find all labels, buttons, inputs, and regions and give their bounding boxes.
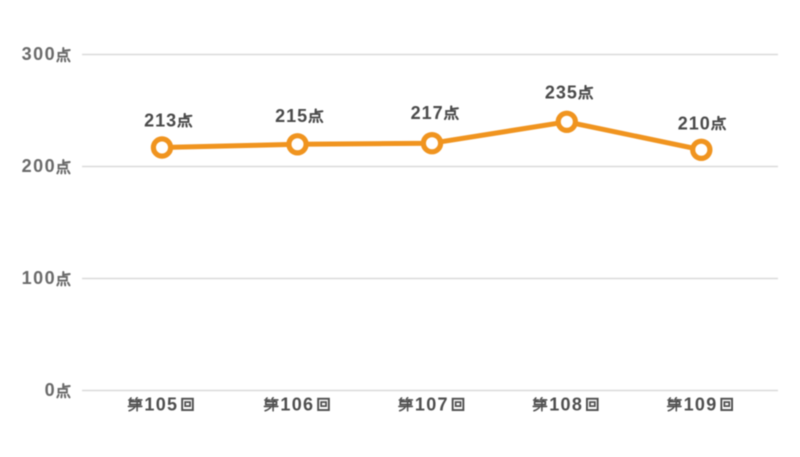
svg-text:235: 235 [545, 83, 578, 103]
svg-text:108: 108 [549, 395, 583, 415]
svg-text:215: 215 [275, 106, 308, 126]
svg-text:100: 100 [22, 268, 57, 288]
svg-text:213: 213 [144, 111, 177, 131]
svg-text:106: 106 [280, 395, 314, 415]
svg-text:109: 109 [684, 395, 718, 415]
svg-text:300: 300 [22, 44, 57, 64]
svg-text:210: 210 [678, 113, 711, 133]
svg-text:0: 0 [45, 380, 57, 400]
svg-text:105: 105 [144, 395, 178, 415]
svg-text:107: 107 [415, 395, 449, 415]
svg-text:217: 217 [411, 103, 444, 123]
svg-text:200: 200 [22, 156, 57, 176]
